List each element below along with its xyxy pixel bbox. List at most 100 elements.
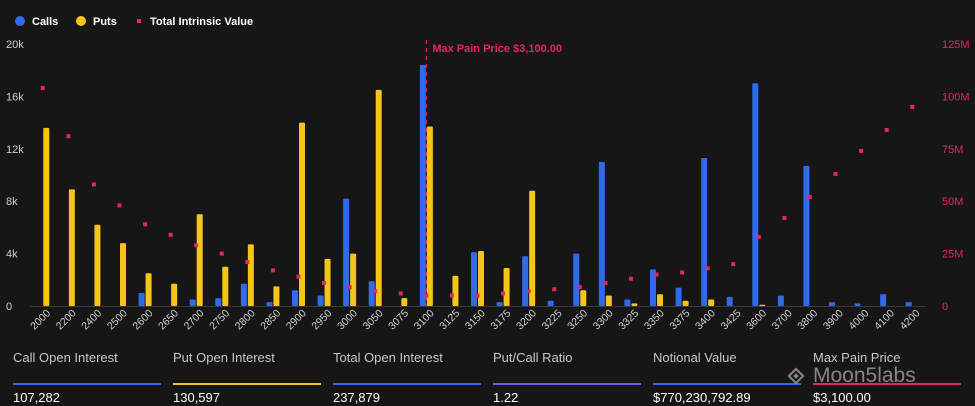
x-tick-label: 3100 [412, 307, 437, 332]
intrinsic-point [628, 276, 633, 281]
calls-bar [189, 299, 196, 306]
calls-bar [701, 157, 708, 306]
y-left-tick-label: 0 [6, 301, 12, 313]
puts-bar [94, 224, 101, 306]
x-tick-label: 2000 [28, 307, 53, 332]
stat-notional-value: Notional Value $770,230,792.89 [653, 350, 801, 405]
x-tick-label: 3075 [386, 307, 411, 332]
intrinsic-point [731, 262, 736, 267]
calls-bar [880, 294, 887, 306]
x-tick-label: 2950 [309, 307, 334, 332]
x-tick-label: 3700 [770, 307, 795, 332]
intrinsic-point [66, 134, 71, 139]
intrinsic-point [347, 285, 352, 290]
intrinsic-point [705, 266, 710, 271]
stat-value: $770,230,792.89 [653, 390, 751, 405]
puts-bar [43, 127, 50, 306]
puts-bar [196, 214, 203, 306]
puts-bar [657, 294, 663, 306]
x-tick-label: 3350 [642, 307, 667, 332]
stats-bar: Call Open Interest 107,282 Put Open Inte… [0, 340, 975, 406]
x-tick-label: 4000 [846, 307, 871, 332]
stat-underline [333, 383, 481, 385]
puts-bar [605, 295, 612, 306]
intrinsic-point [654, 272, 659, 277]
intrinsic-point [40, 86, 45, 91]
calls-bar [854, 303, 861, 306]
intrinsic-point [501, 291, 506, 296]
x-tick-label: 2200 [54, 307, 79, 332]
stat-underline [173, 383, 321, 385]
x-tick-label: 3375 [667, 307, 692, 332]
intrinsic-point [603, 280, 608, 285]
stat-label: Notional Value [653, 350, 737, 365]
puts-bar [120, 243, 126, 306]
stat-value: $3,100.00 [813, 390, 871, 405]
x-tick-label: 3425 [719, 307, 744, 332]
intrinsic-point [782, 215, 787, 220]
x-tick-label: 2500 [105, 307, 130, 332]
watermark-text: Moon5labs [813, 364, 916, 387]
x-tick-label: 3175 [488, 307, 513, 332]
calls-bar [905, 302, 912, 306]
intrinsic-point [680, 270, 685, 275]
intrinsic-point [219, 251, 224, 256]
intrinsic-point [475, 293, 480, 298]
puts-bar [682, 300, 689, 306]
stat-value: 130,597 [173, 390, 220, 405]
calls-bar [675, 287, 682, 306]
calls-bar [215, 298, 222, 306]
x-tick-label: 2600 [130, 307, 155, 332]
x-tick-label: 3200 [514, 307, 539, 332]
intrinsic-point [552, 287, 557, 292]
intrinsic-point [296, 274, 301, 279]
y-left-tick-label: 20k [6, 39, 24, 51]
x-tick-label: 3150 [463, 307, 488, 332]
y-right-tick-label: 50M [942, 196, 963, 208]
calls-bar [598, 161, 605, 306]
calls-bar [829, 302, 835, 306]
intrinsic-point [884, 127, 889, 132]
stat-label: Total Open Interest [333, 350, 443, 365]
legend-calls-label: Calls [32, 16, 58, 28]
y-right-tick-label: 100M [942, 91, 970, 103]
calls-bar [803, 165, 810, 306]
stat-label: Call Open Interest [13, 350, 118, 365]
calls-bar [496, 302, 503, 306]
x-tick-label: 3225 [540, 307, 565, 332]
x-tick-label: 3600 [744, 307, 769, 332]
calls-bar [138, 292, 145, 306]
intrinsic-point [756, 234, 761, 239]
x-tick-label: 4200 [898, 307, 923, 332]
calls-bar [547, 300, 554, 306]
y-left-tick-label: 8k [6, 196, 18, 208]
y-right-tick-label: 75M [942, 144, 963, 156]
x-tick-label: 2400 [79, 307, 104, 332]
puts-bar [68, 189, 75, 306]
chart: 0 4k 8k 12k 16k 20k 0 25M 50M 75M 100M 125M Max Pain… [6, 16, 970, 332]
legend-intrinsic-marker [137, 19, 141, 23]
y-left-tick-label: 16k [6, 91, 24, 103]
calls-bar [573, 253, 580, 306]
puts-bar [452, 275, 459, 306]
intrinsic-point [91, 182, 96, 187]
calls-bar [343, 198, 350, 306]
x-tick-label: 2800 [233, 307, 258, 332]
y-right-tick-label: 25M [942, 249, 963, 261]
puts-bar [299, 122, 305, 306]
intrinsic-point [807, 195, 812, 200]
puts-bar [350, 253, 357, 306]
puts-bar [145, 273, 152, 306]
stat-max-pain: Max Pain Price $3,100.00 [813, 350, 961, 405]
calls-bar [419, 64, 426, 307]
intrinsic-point [833, 171, 838, 176]
moon5labs-logo-icon [787, 367, 805, 385]
puts-bar [478, 250, 484, 306]
calls-bar [522, 256, 529, 306]
puts-bar [759, 304, 766, 306]
intrinsic-point [143, 222, 148, 227]
x-tick-label: 3325 [616, 307, 641, 332]
stat-underline [813, 383, 961, 385]
x-tick-label: 2700 [182, 307, 207, 332]
intrinsic-point [859, 148, 864, 153]
